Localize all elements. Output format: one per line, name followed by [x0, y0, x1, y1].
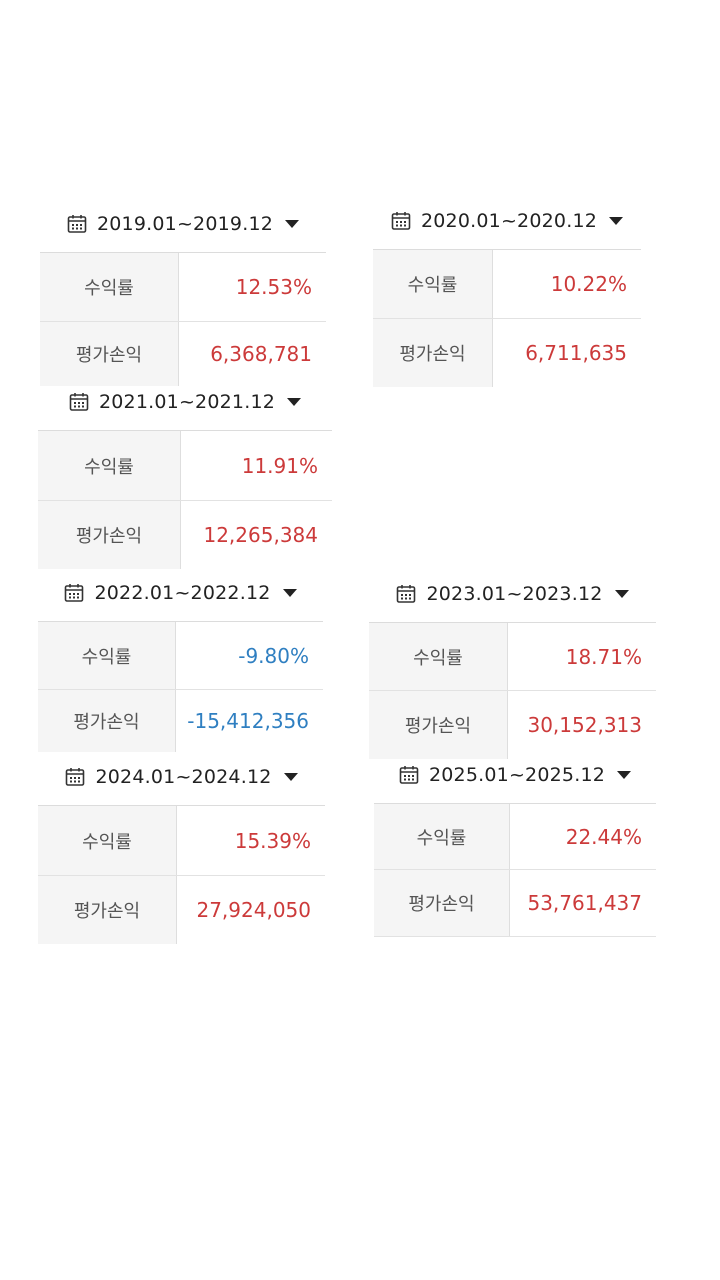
return-rate-row: 수익률 22.44%: [374, 804, 656, 870]
period-card-2024: 2024.01~2024.12 수익률 15.39% 평가손익 27,924,0…: [38, 759, 325, 944]
period-label: 2022.01~2022.12: [94, 582, 271, 604]
period-selector[interactable]: 2024.01~2024.12: [38, 759, 325, 795]
caret-down-icon[interactable]: [287, 398, 302, 406]
period-card-2021: 2021.01~2021.12 수익률 11.91% 평가손익 12,265,3…: [38, 384, 332, 569]
stats-table: 수익률 -9.80% 평가손익 -15,412,356: [38, 621, 323, 752]
valuation-pl-label: 평가손익: [38, 690, 176, 752]
valuation-pl-row: 평가손익 6,711,635: [373, 319, 641, 387]
period-selector[interactable]: 2020.01~2020.12: [373, 203, 641, 239]
return-rate-row: 수익률 11.91%: [38, 431, 332, 501]
return-rate-value: -9.80%: [238, 643, 309, 668]
caret-down-icon[interactable]: [617, 771, 632, 779]
valuation-pl-row: 평가손익 12,265,384: [38, 501, 332, 569]
caret-down-icon[interactable]: [609, 217, 624, 225]
valuation-pl-row: 평가손익 30,152,313: [369, 691, 656, 759]
valuation-pl-label: 평가손익: [373, 319, 493, 387]
calendar-icon: [399, 765, 419, 785]
return-rate-value: 12.53%: [235, 275, 312, 299]
stats-table: 수익률 10.22% 평가손익 6,711,635: [373, 249, 641, 387]
period-label: 2024.01~2024.12: [95, 766, 272, 788]
valuation-pl-value: 27,924,050: [196, 898, 311, 922]
period-card-2020: 2020.01~2020.12 수익률 10.22% 평가손익 6,711,63…: [373, 203, 641, 387]
period-label: 2020.01~2020.12: [420, 210, 598, 232]
return-rate-label: 수익률: [369, 623, 508, 690]
stats-table: 수익률 12.53% 평가손익 6,368,781: [40, 252, 326, 386]
return-rate-label: 수익률: [38, 622, 176, 689]
valuation-pl-row: 평가손익 6,368,781: [40, 322, 326, 386]
caret-down-icon[interactable]: [283, 773, 298, 781]
return-rate-label: 수익률: [38, 431, 181, 500]
return-rate-value: 15.39%: [234, 828, 311, 853]
return-rate-label: 수익률: [38, 806, 177, 875]
period-card-2025: 2025.01~2025.12 수익률 22.44% 평가손익 53,761,4…: [374, 757, 656, 937]
return-rate-value: 18.71%: [565, 644, 642, 669]
valuation-pl-row: 평가손익 53,761,437: [374, 870, 656, 937]
stats-table: 수익률 15.39% 평가손익 27,924,050: [38, 805, 325, 944]
period-card-2019: 2019.01~2019.12 수익률 12.53% 평가손익 6,368,78…: [40, 206, 326, 386]
valuation-pl-label: 평가손익: [38, 501, 181, 569]
valuation-pl-row: 평가손익 27,924,050: [38, 876, 325, 944]
valuation-pl-value: 6,711,635: [525, 341, 627, 365]
calendar-icon: [64, 583, 84, 603]
return-rate-label: 수익률: [40, 253, 179, 321]
valuation-pl-row: 평가손익 -15,412,356: [38, 690, 323, 752]
valuation-pl-value: -15,412,356: [187, 709, 309, 733]
caret-down-icon[interactable]: [285, 220, 300, 228]
calendar-icon: [69, 392, 89, 412]
period-label: 2021.01~2021.12: [98, 391, 276, 413]
period-selector[interactable]: 2019.01~2019.12: [40, 206, 326, 242]
calendar-icon: [67, 214, 87, 234]
return-rate-value: 11.91%: [241, 453, 318, 478]
return-rate-row: 수익률 12.53%: [40, 253, 326, 322]
period-card-2022: 2022.01~2022.12 수익률 -9.80% 평가손익 -15,412,…: [38, 575, 323, 752]
calendar-icon: [396, 584, 416, 604]
caret-down-icon[interactable]: [282, 589, 297, 597]
period-label: 2019.01~2019.12: [96, 213, 274, 235]
valuation-pl-value: 12,265,384: [203, 523, 318, 547]
period-card-2023: 2023.01~2023.12 수익률 18.71% 평가손익 30,152,3…: [369, 576, 656, 759]
period-selector[interactable]: 2022.01~2022.12: [38, 575, 323, 611]
stats-table: 수익률 18.71% 평가손익 30,152,313: [369, 622, 656, 759]
stats-table: 수익률 11.91% 평가손익 12,265,384: [38, 430, 332, 569]
valuation-pl-value: 53,761,437: [527, 891, 642, 915]
period-selector[interactable]: 2023.01~2023.12: [369, 576, 656, 612]
period-label: 2023.01~2023.12: [426, 583, 603, 605]
valuation-pl-label: 평가손익: [374, 870, 510, 936]
stats-table: 수익률 22.44% 평가손익 53,761,437: [374, 803, 656, 937]
return-rate-label: 수익률: [373, 250, 493, 318]
period-selector[interactable]: 2021.01~2021.12: [38, 384, 332, 420]
valuation-pl-value: 6,368,781: [210, 342, 312, 366]
return-rate-label: 수익률: [374, 804, 510, 869]
return-rate-row: 수익률 18.71%: [369, 623, 656, 691]
period-selector[interactable]: 2025.01~2025.12: [374, 757, 656, 793]
return-rate-row: 수익률 15.39%: [38, 806, 325, 876]
return-rate-value: 22.44%: [565, 824, 642, 849]
valuation-pl-label: 평가손익: [38, 876, 177, 944]
calendar-icon: [65, 767, 85, 787]
caret-down-icon[interactable]: [614, 590, 629, 598]
return-rate-row: 수익률 -9.80%: [38, 622, 323, 690]
valuation-pl-label: 평가손익: [40, 322, 179, 386]
valuation-pl-value: 30,152,313: [527, 713, 642, 737]
return-rate-value: 10.22%: [550, 272, 627, 296]
valuation-pl-label: 평가손익: [369, 691, 508, 759]
period-label: 2025.01~2025.12: [428, 764, 606, 786]
calendar-icon: [391, 211, 411, 231]
return-rate-row: 수익률 10.22%: [373, 250, 641, 319]
